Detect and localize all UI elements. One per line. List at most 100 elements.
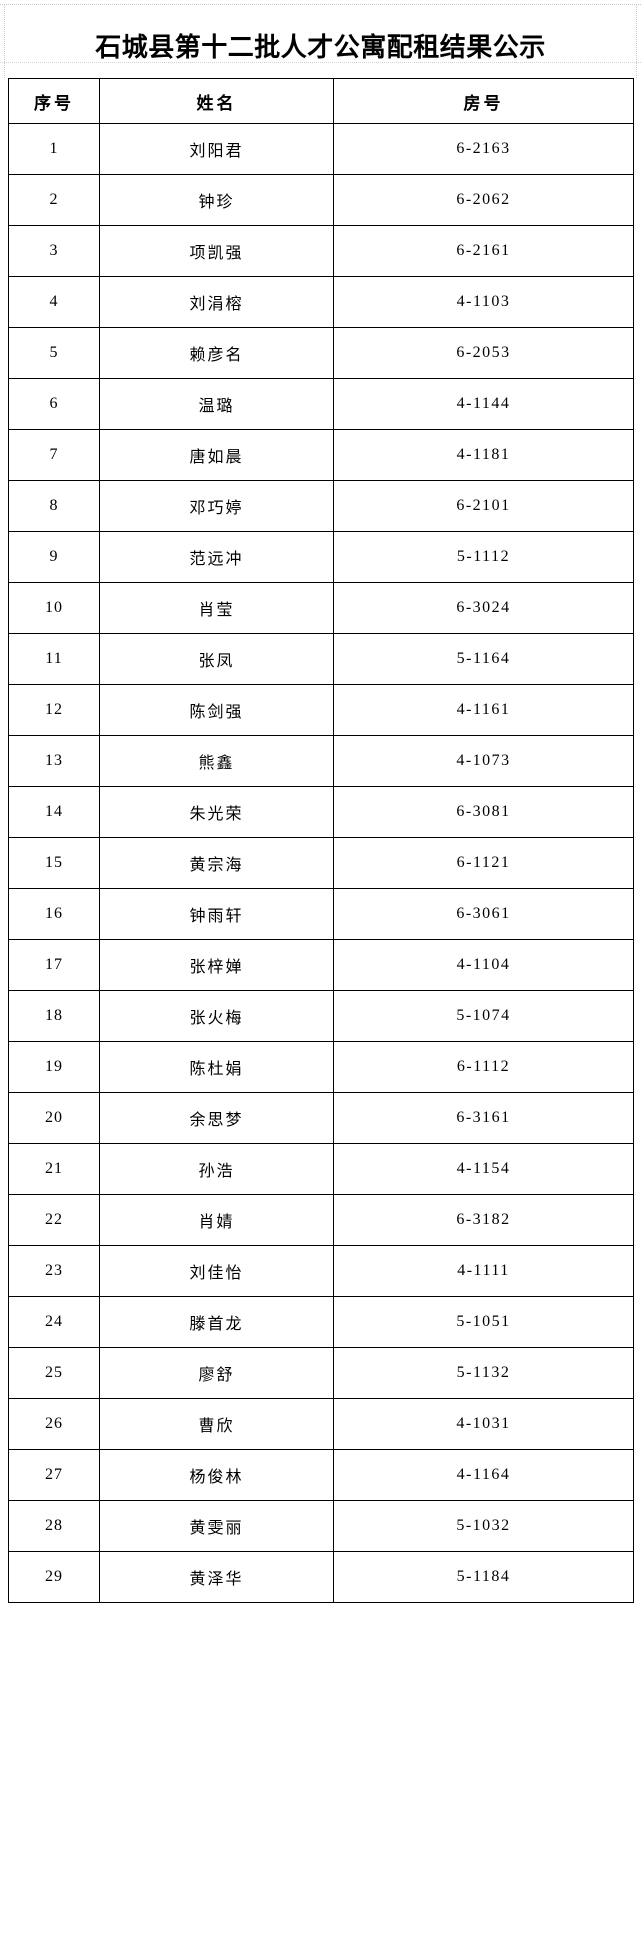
cell-index: 10 — [8, 582, 100, 634]
cell-room: 5-1051 — [333, 1296, 634, 1348]
table-row: 8 邓巧婷 6-2101 — [8, 480, 634, 532]
cell-name: 刘佳怡 — [99, 1245, 334, 1297]
cell-index: 16 — [8, 888, 100, 940]
cell-index: 14 — [8, 786, 100, 838]
cell-index: 29 — [8, 1551, 100, 1603]
cell-room: 4-1154 — [333, 1143, 634, 1195]
page-frame-divider — [0, 62, 641, 63]
cell-name: 黄宗海 — [99, 837, 334, 889]
cell-name: 钟雨轩 — [99, 888, 334, 940]
cell-room: 6-3161 — [333, 1092, 634, 1144]
cell-index: 22 — [8, 1194, 100, 1246]
page-frame-top-border — [0, 4, 641, 5]
cell-index: 21 — [8, 1143, 100, 1195]
cell-room: 6-2053 — [333, 327, 634, 379]
cell-index: 8 — [8, 480, 100, 532]
table-body: 1 刘阳君 6-2163 2 钟珍 6-2062 3 项凯强 6-2161 4 刘涓榕 4-1103 5… — [8, 123, 634, 1603]
cell-room: 5-1074 — [333, 990, 634, 1042]
table-row: 29 黄泽华 5-1184 — [8, 1551, 634, 1603]
cell-room: 6-1112 — [333, 1041, 634, 1093]
cell-index: 25 — [8, 1347, 100, 1399]
table-row: 25 廖舒 5-1132 — [8, 1347, 634, 1399]
cell-index: 13 — [8, 735, 100, 787]
column-header-name: 姓名 — [99, 78, 334, 124]
column-header-index: 序号 — [8, 78, 100, 124]
cell-index: 2 — [8, 174, 100, 226]
table-row: 13 熊鑫 4-1073 — [8, 735, 634, 787]
table-row: 7 唐如晨 4-1181 — [8, 429, 634, 481]
cell-name: 范远冲 — [99, 531, 334, 583]
table-row: 6 温璐 4-1144 — [8, 378, 634, 430]
cell-name: 赖彦名 — [99, 327, 334, 379]
table-row: 20 余思梦 6-3161 — [8, 1092, 634, 1144]
table-row: 5 赖彦名 6-2053 — [8, 327, 634, 379]
cell-room: 5-1164 — [333, 633, 634, 685]
cell-room: 4-1111 — [333, 1245, 634, 1297]
table-header-row: 序号 姓名 房号 — [8, 78, 634, 124]
cell-room: 6-2101 — [333, 480, 634, 532]
table-row: 3 项凯强 6-2161 — [8, 225, 634, 277]
cell-room: 6-3061 — [333, 888, 634, 940]
cell-room: 5-1184 — [333, 1551, 634, 1603]
page-title: 石城县第十二批人才公寓配租结果公示 — [95, 33, 546, 63]
cell-index: 4 — [8, 276, 100, 328]
cell-index: 15 — [8, 837, 100, 889]
table-row: 16 钟雨轩 6-3061 — [8, 888, 634, 940]
cell-name: 刘涓榕 — [99, 276, 334, 328]
cell-name: 陈剑强 — [99, 684, 334, 736]
cell-index: 24 — [8, 1296, 100, 1348]
cell-name: 杨俊林 — [99, 1449, 334, 1501]
table-row: 2 钟珍 6-2062 — [8, 174, 634, 226]
cell-name: 钟珍 — [99, 174, 334, 226]
cell-name: 肖婧 — [99, 1194, 334, 1246]
table-header: 序号 姓名 房号 — [8, 78, 634, 124]
table-row: 27 杨俊林 4-1164 — [8, 1449, 634, 1501]
cell-room: 4-1164 — [333, 1449, 634, 1501]
cell-room: 6-2163 — [333, 123, 634, 175]
results-table-container: 序号 姓名 房号 1 刘阳君 6-2163 2 钟珍 6-2062 3 项凯强 6-2161 4 刘… — [8, 78, 634, 1603]
cell-room: 4-1031 — [333, 1398, 634, 1450]
table-row: 11 张凤 5-1164 — [8, 633, 634, 685]
cell-room: 4-1161 — [333, 684, 634, 736]
cell-name: 邓巧婷 — [99, 480, 334, 532]
cell-index: 11 — [8, 633, 100, 685]
cell-name: 黄雯丽 — [99, 1500, 334, 1552]
cell-name: 孙浩 — [99, 1143, 334, 1195]
table-row: 23 刘佳怡 4-1111 — [8, 1245, 634, 1297]
allocation-results-table: 序号 姓名 房号 1 刘阳君 6-2163 2 钟珍 6-2062 3 项凯强 6-2161 4 刘… — [8, 78, 634, 1603]
cell-name: 廖舒 — [99, 1347, 334, 1399]
cell-room: 6-2062 — [333, 174, 634, 226]
table-row: 21 孙浩 4-1154 — [8, 1143, 634, 1195]
cell-name: 曹欣 — [99, 1398, 334, 1450]
cell-index: 20 — [8, 1092, 100, 1144]
cell-index: 26 — [8, 1398, 100, 1450]
cell-index: 27 — [8, 1449, 100, 1501]
cell-index: 17 — [8, 939, 100, 991]
cell-index: 23 — [8, 1245, 100, 1297]
cell-room: 6-2161 — [333, 225, 634, 277]
cell-room: 5-1112 — [333, 531, 634, 583]
cell-room: 5-1132 — [333, 1347, 634, 1399]
column-header-room: 房号 — [333, 78, 634, 124]
cell-name: 肖莹 — [99, 582, 334, 634]
cell-room: 4-1103 — [333, 276, 634, 328]
table-row: 9 范远冲 5-1112 — [8, 531, 634, 583]
cell-room: 4-1181 — [333, 429, 634, 481]
cell-room: 5-1032 — [333, 1500, 634, 1552]
cell-room: 4-1104 — [333, 939, 634, 991]
cell-name: 张凤 — [99, 633, 334, 685]
cell-name: 温璐 — [99, 378, 334, 430]
table-row: 10 肖莹 6-3024 — [8, 582, 634, 634]
cell-name: 滕首龙 — [99, 1296, 334, 1348]
cell-room: 6-3024 — [333, 582, 634, 634]
table-row: 26 曹欣 4-1031 — [8, 1398, 634, 1450]
cell-index: 5 — [8, 327, 100, 379]
table-row: 22 肖婧 6-3182 — [8, 1194, 634, 1246]
table-row: 14 朱光荣 6-3081 — [8, 786, 634, 838]
table-row: 1 刘阳君 6-2163 — [8, 123, 634, 175]
page-frame-right-border — [636, 4, 637, 78]
cell-index: 28 — [8, 1500, 100, 1552]
cell-index: 3 — [8, 225, 100, 277]
table-row: 4 刘涓榕 4-1103 — [8, 276, 634, 328]
